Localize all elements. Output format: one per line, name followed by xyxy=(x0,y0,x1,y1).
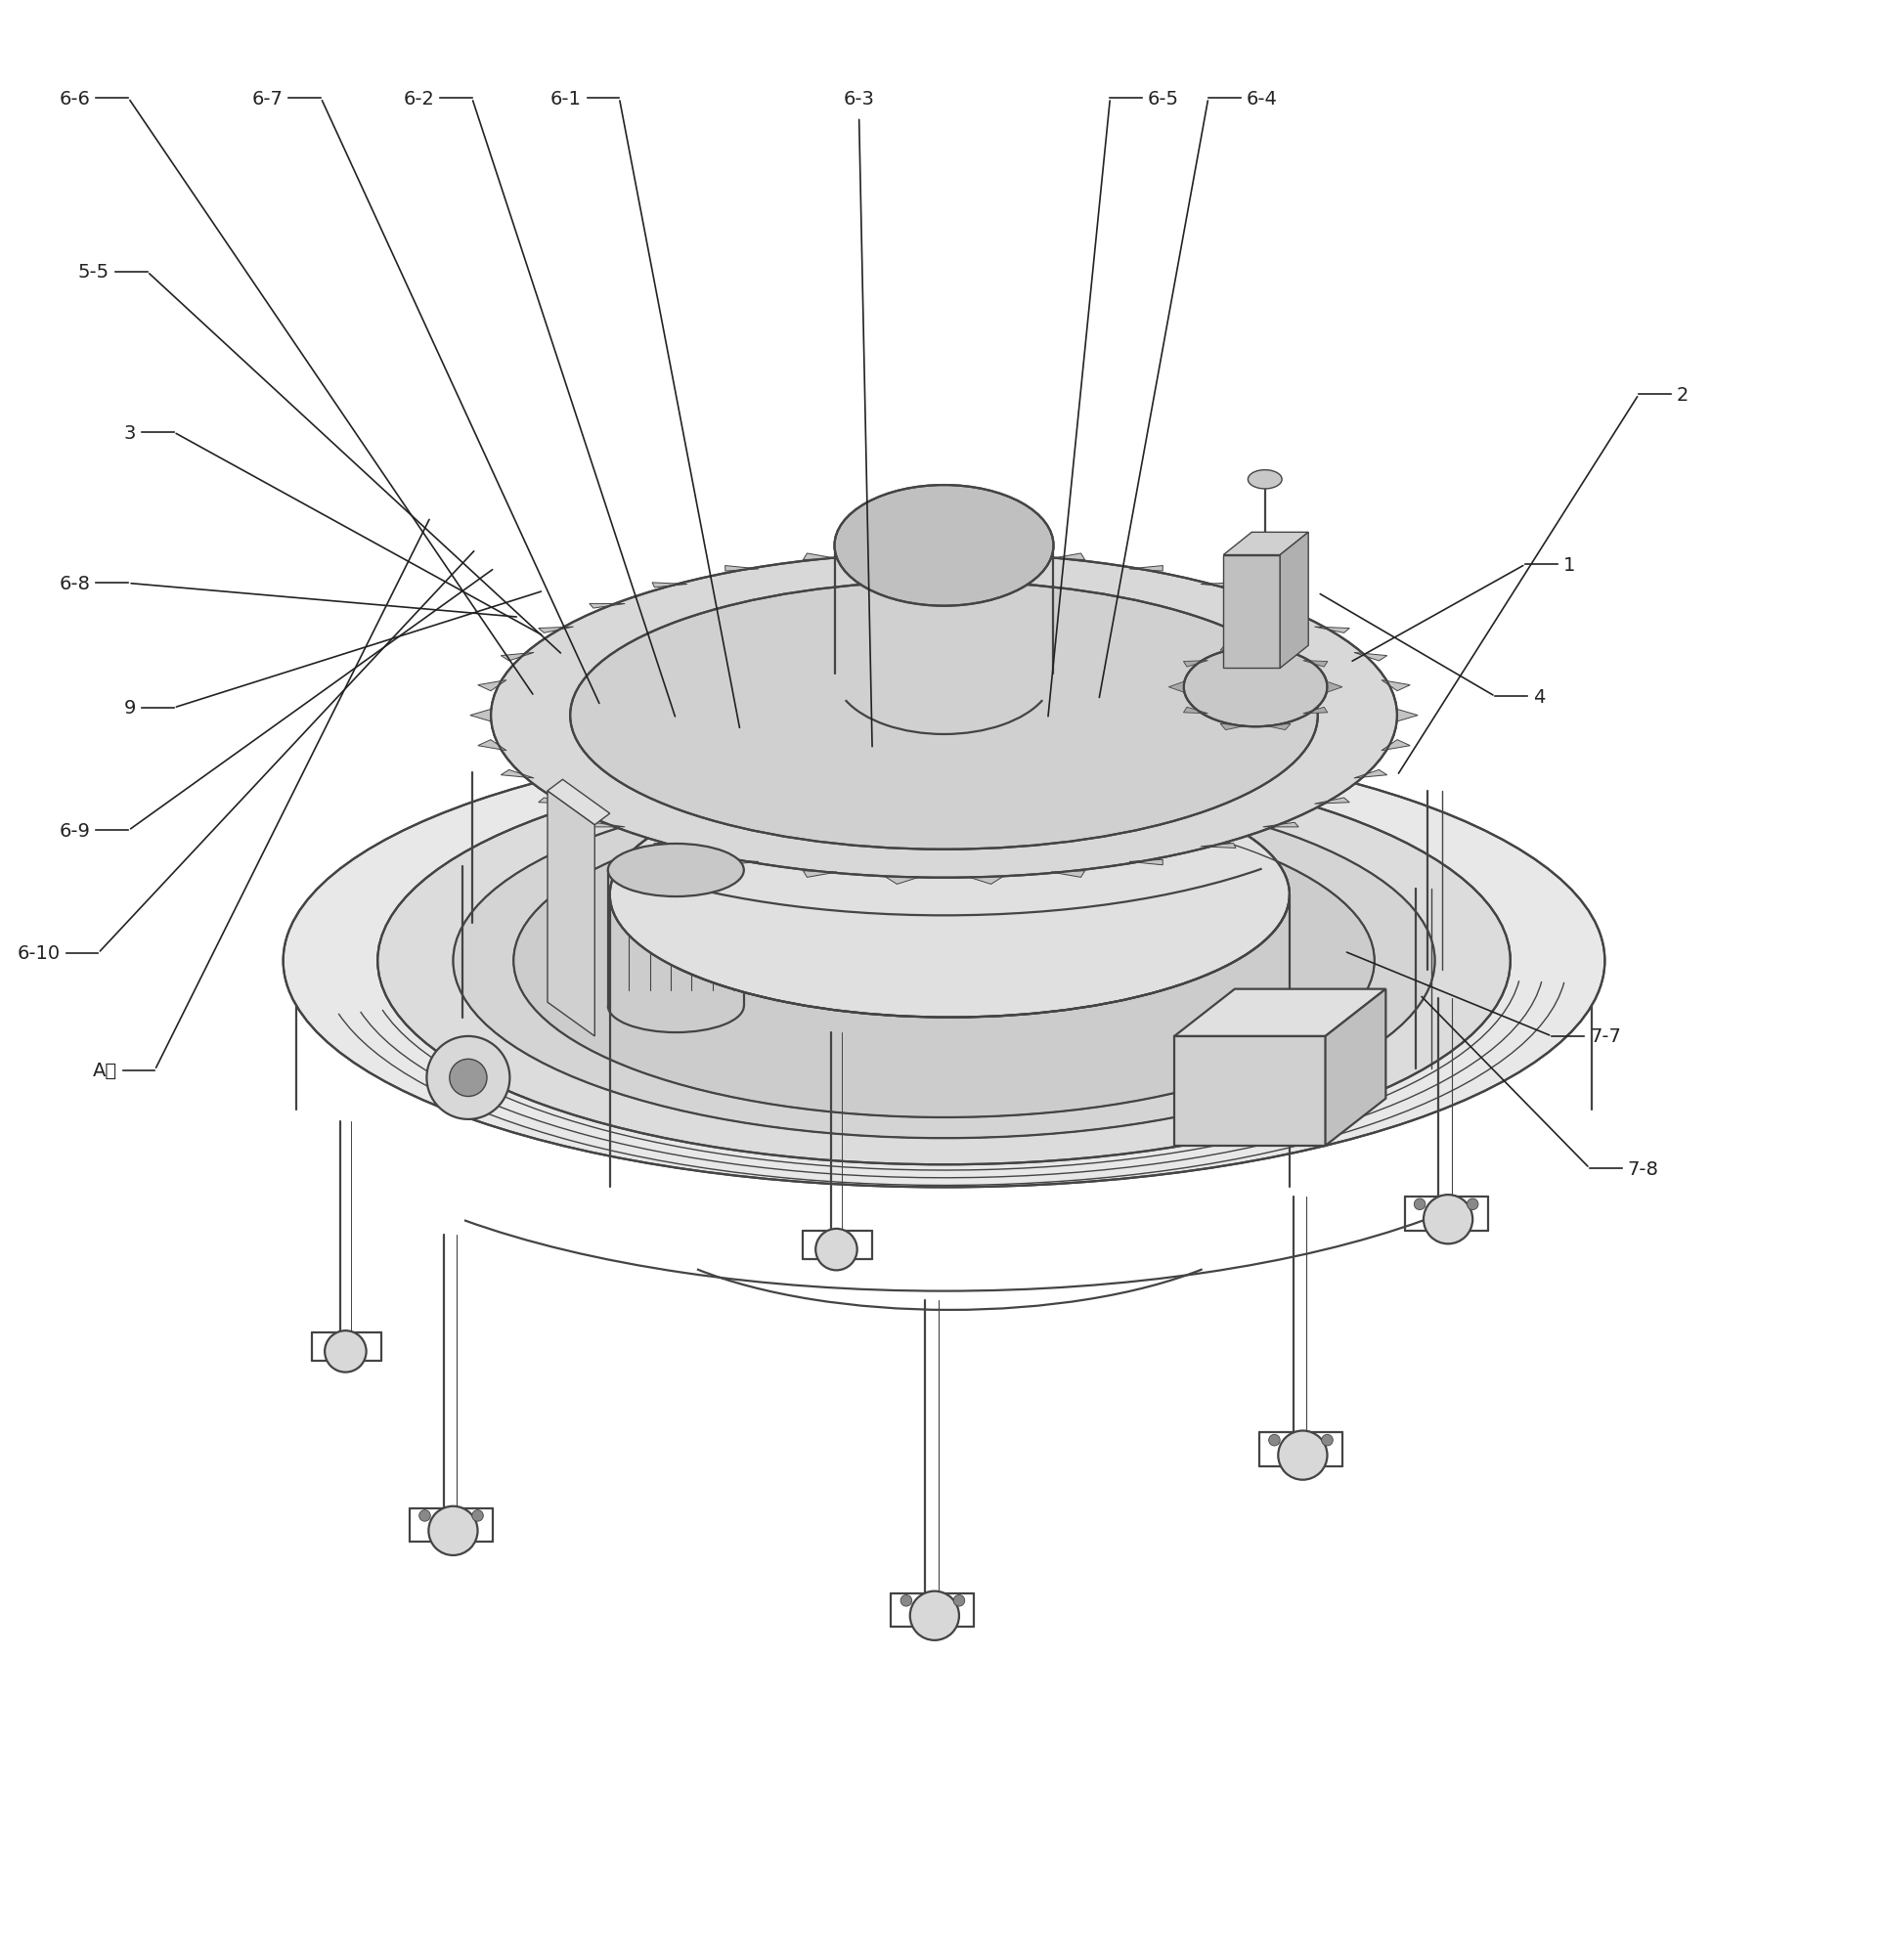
Polygon shape xyxy=(651,843,687,849)
Polygon shape xyxy=(1327,682,1342,692)
Polygon shape xyxy=(725,860,759,866)
Text: 3: 3 xyxy=(125,423,136,443)
Polygon shape xyxy=(1200,843,1236,849)
Ellipse shape xyxy=(570,582,1317,851)
Polygon shape xyxy=(1264,725,1291,731)
Circle shape xyxy=(953,1595,964,1607)
Text: 9: 9 xyxy=(125,700,136,717)
Text: 6-7: 6-7 xyxy=(251,90,283,108)
Ellipse shape xyxy=(377,757,1510,1164)
Polygon shape xyxy=(1313,798,1349,804)
Polygon shape xyxy=(885,547,919,555)
Polygon shape xyxy=(1381,741,1410,751)
Text: 1: 1 xyxy=(1562,555,1574,574)
Polygon shape xyxy=(1325,990,1385,1147)
Polygon shape xyxy=(1302,708,1327,713)
Polygon shape xyxy=(1353,770,1387,778)
Polygon shape xyxy=(1183,661,1208,668)
Circle shape xyxy=(1413,1200,1425,1209)
Polygon shape xyxy=(470,710,491,721)
Ellipse shape xyxy=(834,486,1053,606)
Circle shape xyxy=(1321,1435,1332,1446)
Polygon shape xyxy=(1183,708,1208,713)
Polygon shape xyxy=(725,566,759,572)
Polygon shape xyxy=(1219,645,1245,651)
Text: 2: 2 xyxy=(1676,386,1687,404)
Polygon shape xyxy=(802,872,836,878)
Text: 6-3: 6-3 xyxy=(843,90,874,108)
Polygon shape xyxy=(1223,533,1308,555)
Polygon shape xyxy=(589,604,625,610)
Polygon shape xyxy=(1353,653,1387,661)
Text: 6-2: 6-2 xyxy=(402,90,434,108)
Polygon shape xyxy=(968,878,1002,884)
Circle shape xyxy=(1423,1196,1472,1245)
Text: 6-1: 6-1 xyxy=(549,90,581,108)
Polygon shape xyxy=(1302,661,1327,668)
Polygon shape xyxy=(1174,990,1385,1037)
Ellipse shape xyxy=(610,772,1289,1017)
Ellipse shape xyxy=(608,845,743,898)
Polygon shape xyxy=(1168,682,1183,692)
Text: 5-5: 5-5 xyxy=(77,263,109,282)
Polygon shape xyxy=(1051,555,1085,561)
Polygon shape xyxy=(477,741,506,751)
Polygon shape xyxy=(477,680,506,692)
Circle shape xyxy=(428,1507,477,1556)
Polygon shape xyxy=(500,770,534,778)
Polygon shape xyxy=(802,555,836,561)
Polygon shape xyxy=(1381,680,1410,692)
Polygon shape xyxy=(547,780,610,825)
Polygon shape xyxy=(1262,823,1298,827)
Ellipse shape xyxy=(453,784,1434,1139)
Circle shape xyxy=(910,1592,959,1641)
Polygon shape xyxy=(1200,584,1236,588)
Circle shape xyxy=(1277,1431,1327,1480)
Polygon shape xyxy=(500,653,534,661)
Polygon shape xyxy=(1396,710,1417,721)
Polygon shape xyxy=(885,878,919,884)
Polygon shape xyxy=(1313,627,1349,633)
Polygon shape xyxy=(538,627,574,633)
Polygon shape xyxy=(1219,725,1245,731)
Polygon shape xyxy=(1262,604,1298,610)
Polygon shape xyxy=(1279,533,1308,668)
Ellipse shape xyxy=(283,735,1604,1188)
Polygon shape xyxy=(1128,860,1162,866)
Polygon shape xyxy=(1174,1037,1325,1147)
Text: 6-5: 6-5 xyxy=(1147,90,1179,108)
Polygon shape xyxy=(1128,566,1162,572)
Text: 6-10: 6-10 xyxy=(17,945,60,962)
Polygon shape xyxy=(1051,872,1085,878)
Polygon shape xyxy=(1264,645,1291,651)
Text: 4: 4 xyxy=(1532,688,1544,706)
Text: 6-6: 6-6 xyxy=(58,90,91,108)
Circle shape xyxy=(472,1509,483,1521)
Polygon shape xyxy=(1223,555,1279,668)
Circle shape xyxy=(1466,1200,1478,1209)
Circle shape xyxy=(900,1595,911,1607)
Text: A部: A部 xyxy=(92,1060,117,1080)
Text: 7-7: 7-7 xyxy=(1589,1027,1621,1047)
Ellipse shape xyxy=(1183,649,1327,727)
Circle shape xyxy=(1268,1435,1279,1446)
Text: 6-8: 6-8 xyxy=(58,574,91,594)
Polygon shape xyxy=(589,823,625,827)
Polygon shape xyxy=(547,792,594,1037)
Text: 7-8: 7-8 xyxy=(1627,1160,1659,1178)
Ellipse shape xyxy=(1247,470,1281,490)
Circle shape xyxy=(419,1509,430,1521)
Text: 6-9: 6-9 xyxy=(58,821,91,841)
Ellipse shape xyxy=(513,804,1374,1117)
Polygon shape xyxy=(651,584,687,588)
Polygon shape xyxy=(538,798,574,804)
Circle shape xyxy=(325,1331,366,1372)
Text: 6-4: 6-4 xyxy=(1245,90,1277,108)
Circle shape xyxy=(449,1060,487,1098)
Polygon shape xyxy=(968,547,1002,555)
Circle shape xyxy=(426,1037,509,1119)
Circle shape xyxy=(815,1229,857,1270)
Ellipse shape xyxy=(491,553,1396,878)
